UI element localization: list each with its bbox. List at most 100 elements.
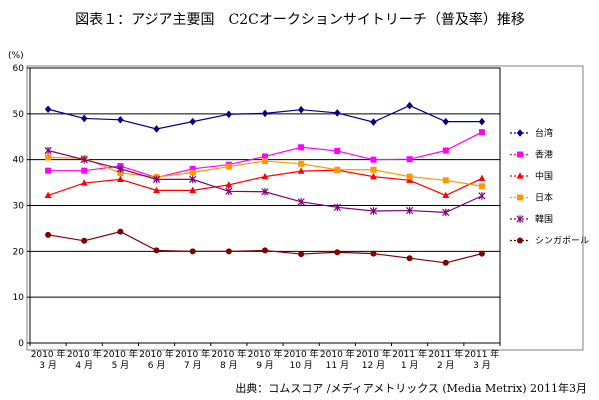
x-tick-label-month: 3 月: [473, 360, 491, 371]
data-point: [152, 175, 161, 184]
data-point: [298, 160, 305, 167]
x-tick-label-month: 3 月: [39, 360, 57, 371]
data-point: [478, 250, 485, 257]
data-point: [370, 172, 377, 180]
data-point: [45, 231, 52, 238]
data-point: [406, 173, 413, 180]
series-layer: [44, 101, 486, 266]
data-point: [262, 247, 268, 254]
data-point: [189, 117, 196, 126]
legend-label: 日本: [535, 192, 553, 204]
data-point: [153, 125, 160, 133]
y-tick-label: 60: [13, 64, 25, 74]
data-point: [370, 166, 377, 173]
legend-marker: [516, 129, 524, 137]
x-tick-label-month: 12 月: [362, 360, 385, 371]
chart-title: 図表１：アジア主要国 C2Cオークションサイトリーチ（普及率）推移: [75, 11, 525, 28]
data-point: [442, 259, 449, 266]
x-tick-label-year: 2011 年: [428, 348, 463, 360]
x-tick-label-month: 6 月: [148, 360, 166, 371]
x-tick-label-month: 10 月: [289, 360, 312, 371]
data-point: [81, 114, 88, 123]
y-tick-label: 20: [13, 247, 25, 257]
data-point: [189, 175, 197, 184]
data-point: [370, 118, 377, 126]
x-tick-label-year: 2010 年: [211, 348, 246, 360]
data-point: [478, 183, 485, 190]
x-tick-label-year: 2010 年: [67, 348, 102, 360]
y-tick-label: 10: [13, 293, 25, 303]
x-tick-label-year: 2010 年: [31, 348, 66, 360]
data-point: [189, 169, 196, 176]
data-point: [334, 147, 341, 154]
data-point: [442, 147, 449, 154]
x-tick-label-month: 7 月: [184, 360, 202, 371]
data-point: [442, 117, 449, 126]
data-point: [117, 169, 124, 176]
data-point: [225, 187, 233, 196]
data-point: [478, 117, 486, 126]
data-point: [44, 146, 52, 155]
y-tick-label: 0: [18, 339, 24, 349]
data-point: [369, 207, 378, 215]
data-point: [478, 174, 486, 182]
legend-label: シンガポール: [535, 236, 589, 247]
x-tick-label-year: 2010 年: [248, 348, 283, 360]
data-point: [261, 187, 269, 196]
data-point: [262, 153, 268, 160]
data-point: [81, 167, 88, 174]
data-point: [442, 191, 450, 199]
x-tick-label-month: 4 月: [75, 360, 93, 371]
data-point: [189, 165, 196, 172]
data-point: [333, 203, 341, 212]
data-point: [262, 158, 268, 165]
data-point: [80, 179, 88, 186]
data-point: [297, 167, 305, 174]
x-tick-label-month: 9 月: [256, 360, 274, 371]
data-point: [406, 101, 413, 110]
x-tick-label-year: 2010 年: [175, 348, 210, 360]
data-point: [478, 192, 486, 200]
data-point: [189, 186, 197, 193]
y-tick-label: 30: [13, 202, 25, 212]
data-point: [261, 109, 269, 118]
data-point: [117, 228, 124, 235]
data-point: [406, 255, 413, 262]
source-note: 出典：コムスコア /メディアメトリックス (Media Metrix) 2011…: [235, 381, 587, 395]
legend-marker: [516, 215, 524, 223]
y-axis-label: (%): [8, 51, 24, 61]
data-point: [406, 176, 414, 183]
data-point: [153, 247, 160, 254]
data-point: [298, 144, 305, 151]
data-point: [189, 248, 196, 255]
legend-label: 韓国: [535, 214, 553, 225]
x-tick-label-year: 2011 年: [392, 348, 427, 360]
data-point: [297, 105, 305, 114]
x-tick-label-month: 2 月: [437, 360, 455, 371]
data-point: [298, 251, 305, 258]
data-point: [45, 154, 52, 161]
data-point: [225, 181, 233, 188]
data-point: [116, 165, 125, 173]
legend-label: 台湾: [535, 127, 553, 139]
x-tick-label-year: 2010 年: [320, 348, 355, 360]
data-point: [116, 175, 124, 182]
y-tick-label: 40: [13, 156, 25, 166]
data-point: [406, 156, 413, 163]
data-point: [44, 191, 52, 199]
x-tick-label-month: 8 月: [220, 360, 238, 371]
data-point: [442, 177, 449, 184]
data-point: [442, 208, 450, 217]
data-point: [261, 172, 269, 180]
x-tick-label-month: 11 月: [326, 360, 349, 371]
data-point: [370, 250, 377, 257]
legend-marker: [517, 194, 523, 201]
x-tick-label-year: 2010 年: [103, 348, 138, 360]
data-point: [370, 156, 377, 163]
legend-marker: [516, 172, 524, 179]
data-point: [334, 166, 341, 173]
legend-marker: [517, 151, 523, 158]
data-point: [44, 105, 52, 114]
data-point: [80, 155, 88, 164]
